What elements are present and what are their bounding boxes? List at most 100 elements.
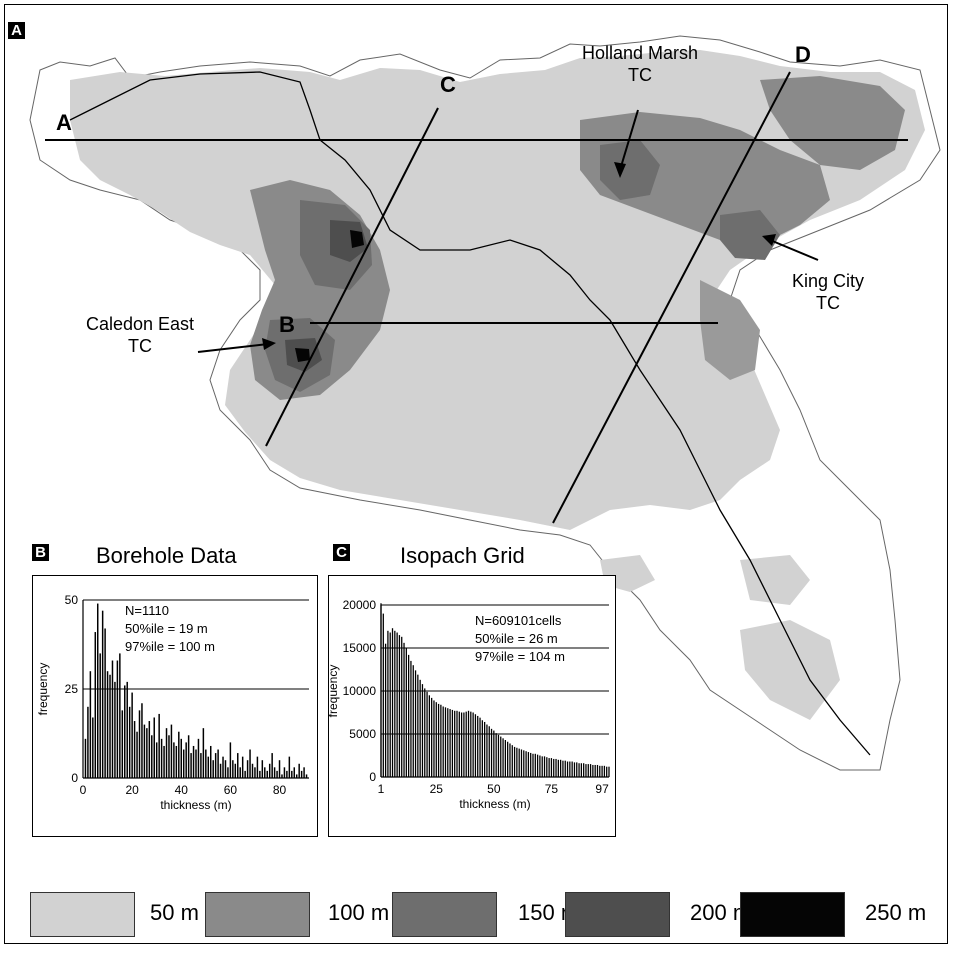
histogram-bar — [124, 685, 126, 778]
contour-50m-se-1 — [740, 555, 810, 605]
histogram-bar — [205, 749, 207, 778]
histogram-bar — [539, 755, 541, 777]
histogram-bar — [387, 630, 389, 777]
histogram-bar — [585, 764, 587, 777]
histogram-bar — [550, 758, 553, 777]
histogram-bar — [546, 757, 548, 777]
legend-swatch-200m — [565, 892, 670, 937]
histogram-bar — [490, 728, 493, 777]
label-holland-marsh: Holland Marsh TC — [581, 43, 699, 85]
histogram-bar — [96, 603, 99, 778]
histogram-bar — [543, 756, 546, 777]
histogram-bar — [583, 763, 585, 777]
histogram-bar — [155, 742, 158, 778]
histogram-bar — [433, 700, 435, 777]
histogram-bar — [483, 721, 486, 777]
legend-label-100m: 100 m — [328, 900, 390, 925]
histogram-bar — [133, 721, 136, 778]
histogram-bar — [435, 702, 437, 777]
x-tick-label: 0 — [80, 783, 87, 797]
histogram-bar — [500, 736, 502, 777]
histogram-bar — [541, 756, 543, 777]
histogram-bar — [200, 753, 202, 778]
legend-label-50m: 50 m — [150, 900, 199, 925]
y-tick-label: 25 — [65, 682, 79, 696]
histogram-bar — [421, 684, 424, 777]
histogram-bar — [396, 632, 398, 777]
histogram-bar — [158, 713, 160, 778]
histogram-bar — [555, 758, 557, 777]
y-tick-label: 0 — [369, 770, 376, 784]
histogram-bar — [403, 642, 405, 777]
hist-b-stats: N=1110 50%ile = 19 m 97%ile = 100 m — [125, 603, 215, 654]
histogram-bar — [268, 763, 271, 778]
histogram-bar — [246, 760, 249, 778]
histogram-bar — [241, 756, 244, 778]
histogram-bar — [264, 767, 266, 778]
histogram-bar — [286, 770, 288, 778]
histogram-bar — [239, 767, 241, 778]
contour-150m-north — [600, 140, 660, 200]
hist-c-title: Isopach Grid — [400, 543, 525, 568]
histogram-bar — [173, 742, 175, 778]
histogram-bar — [229, 742, 232, 778]
hist-c-chart: 0 5000 10000 15000 20000 1 25 50 75 97 thickness (… — [326, 598, 610, 811]
histogram-bar — [405, 648, 407, 777]
histogram-bar — [504, 740, 507, 777]
histogram-bar — [165, 728, 168, 778]
section-label-d: D — [795, 42, 811, 67]
histogram-bar — [580, 763, 583, 777]
x-tick-label: 1 — [378, 782, 385, 796]
histogram-bar — [190, 753, 192, 778]
histogram-bar — [553, 758, 555, 777]
histogram-bar — [449, 709, 451, 777]
histogram-bar — [410, 660, 412, 777]
histogram-bar — [273, 767, 276, 778]
histogram-bar — [138, 710, 141, 778]
contour-100m-east — [700, 280, 760, 380]
legend-swatch-250m — [740, 892, 845, 937]
legend-swatch-100m — [205, 892, 310, 937]
histogram-bar — [564, 760, 566, 777]
arrowhead-king-city — [762, 234, 776, 246]
histogram-bar — [472, 712, 474, 777]
histogram-bar — [454, 710, 456, 777]
label-caledon-east: Caledon East TC — [85, 314, 195, 356]
histogram-bar — [527, 752, 530, 777]
histogram-bar — [437, 703, 440, 777]
histogram-bar — [261, 760, 264, 778]
contour-200m — [330, 220, 368, 262]
histogram-bar — [606, 766, 608, 777]
histogram-bar — [148, 721, 151, 778]
y-tick-label: 20000 — [343, 598, 377, 612]
histogram-bar — [603, 765, 606, 777]
histogram-bar — [143, 724, 146, 778]
section-label-c: C — [440, 72, 456, 97]
histogram-bar — [578, 763, 580, 777]
histogram-bar — [424, 688, 426, 777]
y-axis-label: frequency — [329, 665, 340, 718]
histogram-bar — [536, 754, 539, 777]
histogram-bar — [111, 660, 114, 778]
section-line-c — [265, 107, 439, 447]
histogram-bar — [259, 770, 261, 778]
histogram-bar — [509, 743, 511, 777]
histogram-bar — [202, 728, 205, 778]
histogram-bar — [109, 674, 111, 778]
histogram-bar — [596, 764, 599, 777]
y-tick-label: 10000 — [343, 684, 377, 698]
histogram-bar — [131, 692, 133, 778]
histogram-bar — [209, 745, 212, 778]
histogram-bar — [389, 632, 391, 777]
hist-b-title: Borehole Data — [96, 543, 237, 568]
histogram-bar — [458, 711, 460, 777]
hist-b-panel: 0 25 50 0 20 40 60 80 thickness (m) frequency N=1… — [32, 575, 318, 837]
histogram-bar — [523, 750, 525, 777]
histogram-bar — [266, 770, 268, 778]
histogram-bar — [502, 738, 504, 777]
histogram-bar — [520, 749, 523, 777]
label-king-city: King City TC — [791, 271, 865, 313]
histogram-bar — [178, 731, 180, 778]
histogram-bar — [303, 767, 305, 778]
histogram-bar — [84, 738, 87, 778]
